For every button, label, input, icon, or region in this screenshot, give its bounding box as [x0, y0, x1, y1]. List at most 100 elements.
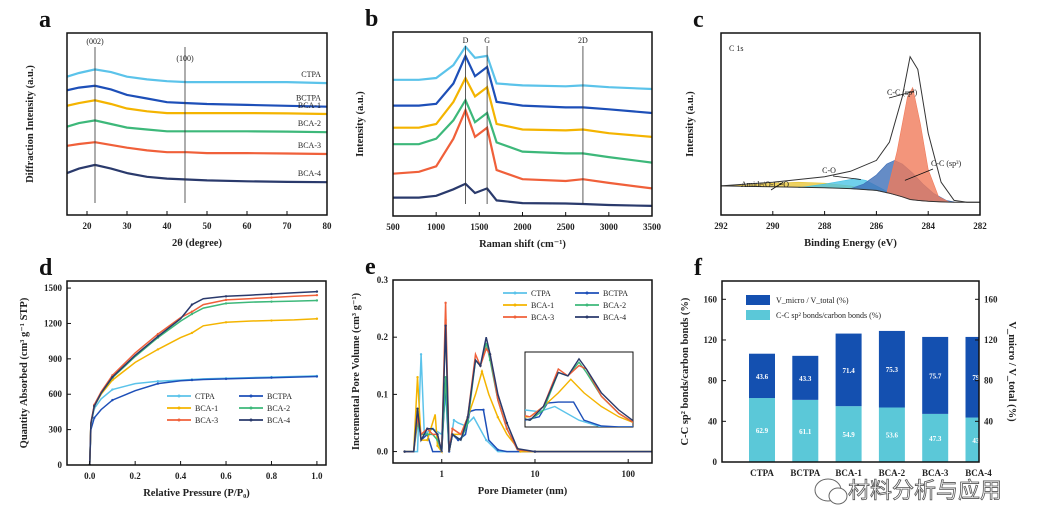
data-point: [426, 438, 429, 442]
legend-label: BCTPA: [603, 289, 628, 298]
data-point: [111, 388, 114, 391]
inset-line: [525, 405, 633, 427]
data-point: [111, 398, 114, 402]
y-tick-label: 160: [704, 294, 718, 304]
y-tick-label: 300: [49, 425, 63, 435]
x-tick-label: 0.4: [175, 471, 187, 481]
panel-label: c: [693, 7, 704, 33]
x-axis-label: Pore Diameter (nm): [478, 486, 568, 497]
legend-label: BCA-3: [531, 313, 554, 322]
data-label: 53.6: [886, 432, 899, 440]
plot-frame: [721, 280, 980, 463]
data-point: [190, 303, 194, 306]
panel-label: a: [39, 7, 51, 33]
series-line-bca-4: [67, 163, 327, 184]
data-point: [496, 416, 500, 419]
bar-segment: [965, 417, 979, 462]
peak-annotation: D: [463, 36, 469, 45]
data-point: [315, 293, 319, 297]
panel-label: e: [365, 254, 376, 280]
data-point: [533, 450, 537, 453]
panel-label: f: [694, 255, 703, 281]
series-label: BCA-1: [298, 101, 321, 110]
peak-label: Amide/O-C=O: [741, 180, 789, 189]
bar-segment: [878, 407, 905, 462]
data-label: 43.3: [799, 375, 812, 383]
data-point: [416, 376, 419, 379]
bar-segment: [749, 398, 775, 462]
series-line-bctpa: [67, 84, 327, 108]
data-point: [482, 408, 485, 412]
panel-e: e 1 10 100 0.0 0.1 0.2 0.3 Pore Diameter (nm) Inc…: [351, 254, 653, 497]
peak-annotation: 2D: [578, 36, 588, 45]
x-tick-label: 0.8: [266, 471, 278, 481]
x-axis-label: Binding Energy (eV): [804, 238, 897, 249]
bar-segment: [878, 330, 905, 408]
bar-segment: [965, 336, 979, 418]
data-point: [444, 376, 447, 379]
y-right-tick-label: 80: [984, 376, 994, 386]
data-point: [479, 364, 482, 367]
inset-plot: [525, 357, 633, 427]
x-tick-label: 3500: [643, 222, 662, 232]
data-point: [270, 376, 273, 379]
legend-marker: [513, 315, 517, 319]
series-line-bca-4: [404, 325, 652, 453]
y-tick-label: 1200: [44, 318, 63, 328]
inset-line: [525, 357, 633, 422]
watermark: 材料分析与应用: [814, 478, 1002, 505]
watermark-text: 材料分析与应用: [848, 479, 1002, 504]
bar-segment: [835, 333, 862, 407]
legend-marker: [513, 303, 517, 307]
legend-label: BCA-2: [603, 301, 626, 310]
series-line-bca-3: [404, 302, 652, 453]
y-axis-label: Quantity Absorbed (cm³ g⁻¹ STP): [19, 297, 30, 448]
data-label: 75.7: [929, 372, 942, 380]
legend-marker: [249, 406, 253, 410]
x-tick-label: BCA-2: [879, 468, 906, 478]
data-point: [480, 370, 484, 373]
x-tick-label: 3000: [600, 222, 619, 232]
x-tick-label: 1500: [470, 222, 489, 232]
component-peak: [886, 86, 950, 203]
panel-label: d: [39, 255, 53, 281]
legend-marker: [585, 315, 589, 319]
data-point: [156, 335, 160, 338]
peak-annotation: G: [484, 36, 490, 45]
bar-segment: [922, 336, 949, 414]
x-tick-label: 500: [386, 222, 400, 232]
data-label: 75.3: [886, 366, 899, 374]
series-label: BCTPA: [296, 94, 321, 103]
legend-label: CTPA: [195, 392, 215, 401]
y-tick-label: 0: [713, 457, 718, 467]
series-line-bca-1: [67, 99, 327, 116]
x-tick-label: 1.0: [311, 471, 323, 481]
background-line: [721, 185, 980, 203]
x-tick-label: 50: [203, 221, 213, 231]
x-tick-label: 282: [973, 221, 987, 231]
data-point: [436, 444, 439, 448]
data-point: [224, 321, 228, 324]
series-line-bctpa: [88, 375, 317, 465]
x-tick-label: 70: [283, 221, 293, 231]
x-tick-label: 288: [818, 221, 832, 231]
x-tick-label: 0.6: [220, 471, 232, 481]
data-point: [416, 407, 419, 410]
series-line-bca-4: [393, 182, 652, 207]
y-right-tick-label: 120: [984, 335, 998, 345]
y-tick-label: 0.0: [377, 447, 389, 457]
data-point: [403, 450, 406, 453]
panel-b: b D G 2D 500 1000 1500 2000 2500 3000 3500 Raman sh…: [355, 6, 662, 250]
legend-label: BCA-4: [603, 313, 626, 322]
data-point: [315, 375, 319, 378]
legend-label: CTPA: [531, 289, 551, 298]
peak-annotation: (002): [86, 37, 104, 46]
legend-label: BCA-4: [267, 416, 290, 425]
bar-segment: [835, 406, 862, 462]
data-point: [426, 427, 429, 430]
y-tick-label: 0.1: [377, 389, 389, 399]
plot-area: [749, 330, 979, 462]
annotation-arrow: [832, 175, 861, 180]
x-tick-label: 2500: [557, 222, 576, 232]
